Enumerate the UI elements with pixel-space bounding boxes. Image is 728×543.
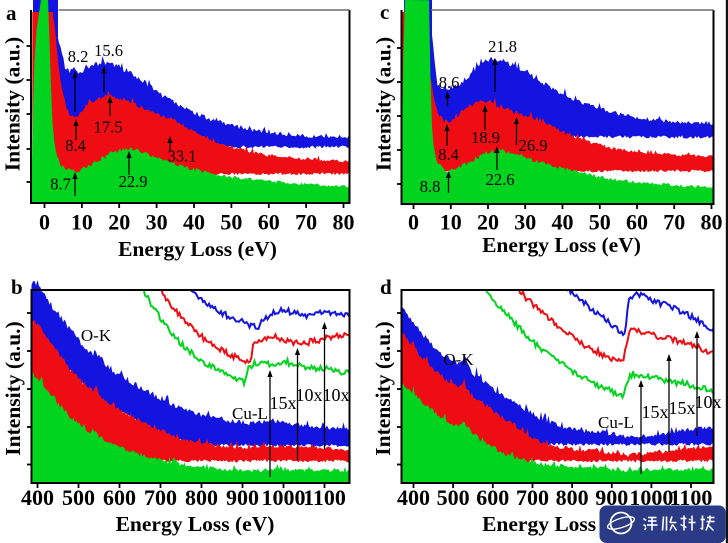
svg-text:O-K: O-K	[81, 326, 112, 345]
svg-text:10: 10	[440, 210, 462, 235]
svg-text:700: 700	[516, 485, 549, 510]
svg-text:8.6: 8.6	[439, 73, 460, 92]
svg-text:15x: 15x	[270, 393, 297, 413]
svg-text:8.4: 8.4	[65, 136, 86, 155]
svg-text:Intensity (a.u.): Intensity (a.u.)	[1, 37, 25, 171]
svg-text:10x: 10x	[695, 392, 722, 412]
svg-text:70: 70	[295, 210, 317, 235]
svg-text:20: 20	[477, 210, 499, 235]
svg-text:10: 10	[71, 210, 93, 235]
svg-text:1000: 1000	[262, 485, 306, 510]
svg-text:17.5: 17.5	[94, 118, 123, 137]
svg-text:0: 0	[408, 210, 419, 235]
svg-text:21.8: 21.8	[488, 37, 517, 56]
svg-text:1100: 1100	[303, 485, 346, 510]
svg-text:8.4: 8.4	[438, 145, 459, 164]
svg-text:50: 50	[589, 210, 611, 235]
svg-text:700: 700	[144, 485, 177, 510]
svg-text:500: 500	[437, 485, 470, 510]
svg-text:15.6: 15.6	[94, 41, 123, 60]
svg-text:60: 60	[258, 210, 280, 235]
svg-text:60: 60	[626, 210, 648, 235]
svg-text:70: 70	[663, 210, 685, 235]
svg-text:Cu-L: Cu-L	[598, 413, 634, 432]
svg-text:800: 800	[185, 485, 218, 510]
svg-text:600: 600	[103, 485, 136, 510]
svg-text:a: a	[6, 1, 17, 25]
svg-text:b: b	[11, 275, 23, 299]
svg-text:80: 80	[701, 210, 723, 235]
svg-text:15x: 15x	[642, 402, 669, 422]
svg-text:Energy Loss (eV): Energy Loss (eV)	[118, 237, 277, 261]
svg-text:10x: 10x	[323, 385, 350, 405]
svg-text:O-K: O-K	[443, 350, 474, 369]
svg-text:22.9: 22.9	[119, 172, 148, 191]
svg-text:30: 30	[146, 210, 168, 235]
svg-text:Energy Loss (eV): Energy Loss (eV)	[116, 512, 275, 536]
svg-text:Intensity (a.u.): Intensity (a.u.)	[1, 321, 25, 455]
svg-text:Intensity (a.u.): Intensity (a.u.)	[372, 37, 396, 171]
svg-text:30: 30	[514, 210, 536, 235]
svg-text:500: 500	[62, 485, 95, 510]
svg-text:22.6: 22.6	[486, 170, 515, 189]
svg-text:18.9: 18.9	[471, 128, 500, 147]
svg-text:Intensity (a.u.): Intensity (a.u.)	[371, 321, 395, 455]
svg-text:26.9: 26.9	[519, 136, 548, 155]
svg-text:8.2: 8.2	[68, 47, 89, 66]
svg-text:8.8: 8.8	[420, 177, 441, 196]
svg-text:33.1: 33.1	[168, 147, 197, 166]
svg-text:40: 40	[183, 210, 205, 235]
svg-text:0: 0	[39, 210, 50, 235]
svg-text:d: d	[380, 275, 392, 299]
svg-text:400: 400	[397, 485, 430, 510]
svg-text:8.7: 8.7	[50, 175, 71, 194]
svg-text:c: c	[380, 0, 389, 24]
svg-text:50: 50	[220, 210, 242, 235]
svg-text:Energy Loss (eV): Energy Loss (eV)	[482, 233, 641, 257]
svg-text:900: 900	[226, 485, 259, 510]
svg-text:10x: 10x	[296, 385, 323, 405]
svg-text:40: 40	[552, 210, 574, 235]
svg-text:600: 600	[476, 485, 509, 510]
svg-text:20: 20	[108, 210, 130, 235]
svg-text:15x: 15x	[669, 398, 696, 418]
svg-text:800: 800	[556, 485, 589, 510]
svg-text:Cu-L: Cu-L	[232, 404, 268, 423]
svg-text:80: 80	[333, 210, 355, 235]
svg-text:400: 400	[21, 485, 54, 510]
